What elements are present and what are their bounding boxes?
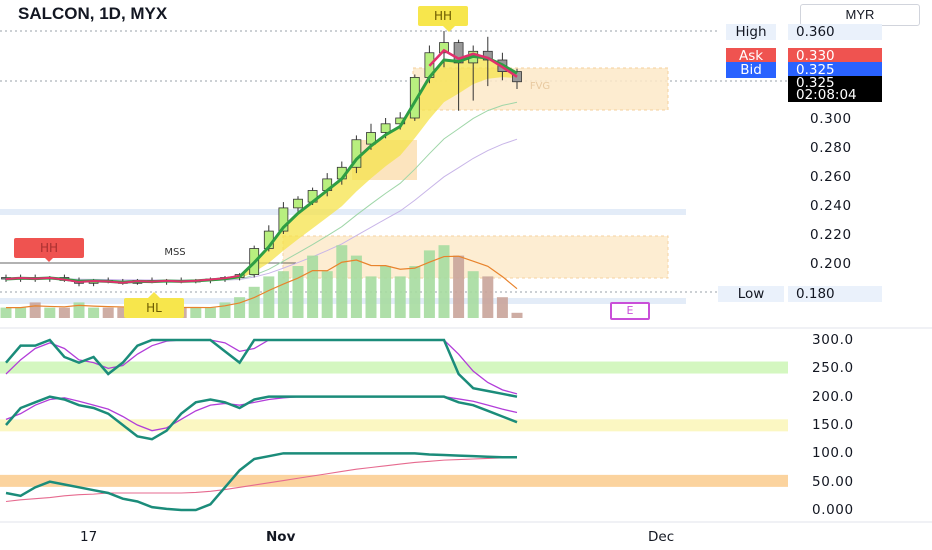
volume-bar: [29, 302, 41, 318]
volume-bar: [380, 266, 392, 318]
earnings-marker[interactable]: E: [610, 302, 650, 320]
y-tick-label: 0.260: [810, 169, 852, 185]
volume-ma-line: [6, 255, 518, 309]
y-tick-label: 0.280: [810, 140, 852, 156]
volume-bar: [15, 307, 27, 318]
volume-bar: [88, 307, 100, 318]
volume-bar: [365, 276, 377, 318]
ema-ribbon: [6, 56, 517, 283]
osc-band-orange: [0, 474, 788, 487]
candle-body: [278, 207, 289, 232]
osc-line-2: [5, 395, 518, 441]
x-tick-label: 17: [80, 529, 98, 545]
hl-label: HL: [124, 298, 184, 318]
y-tick-label: 0.220: [810, 227, 852, 243]
osc-band-green: [0, 361, 788, 374]
bar-countdown: 02:08:04: [788, 88, 882, 102]
volume-bar: [219, 302, 231, 318]
candle-body: [380, 123, 391, 133]
currency-selector[interactable]: MYR: [800, 4, 920, 26]
volume-bar: [438, 245, 450, 318]
candle-body: [409, 77, 420, 119]
pink-ma-line: [428, 48, 518, 78]
osc-y-tick: 0.000: [812, 502, 854, 518]
osc-band-yellow: [0, 419, 788, 432]
volume-bar: [234, 297, 246, 318]
volume-bar: [482, 276, 494, 318]
x-tick-label: Dec: [648, 529, 675, 545]
candle-body: [439, 42, 449, 54]
osc-y-tick: 300.0: [812, 332, 854, 348]
volume-bar: [307, 255, 319, 318]
osc-y-tick: 100.0: [812, 445, 854, 461]
low-label: Low: [718, 286, 784, 302]
x-tick-label: Nov: [266, 529, 296, 545]
hh-label-top: HH: [418, 6, 468, 26]
fvg-label: FVG: [529, 81, 551, 92]
high-value: 0.360: [788, 24, 882, 40]
bid-label: Bid: [726, 62, 776, 78]
volume-bar: [394, 276, 406, 318]
volume-bar: [248, 286, 260, 318]
volume-bar: [0, 307, 12, 318]
hl-pointer: [148, 292, 160, 298]
pink-ma-line-left: [5, 274, 240, 284]
symbol-title[interactable]: SALCON, 1D, MYX: [18, 4, 168, 23]
volume-bar: [204, 307, 216, 318]
volume-bar: [263, 276, 275, 318]
volume-bar: [277, 271, 289, 318]
mss-label: MSS: [164, 247, 186, 258]
volume-bar: [453, 255, 465, 318]
candle-body: [293, 198, 303, 209]
y-tick-label: 0.200: [810, 256, 852, 272]
osc-y-tick: 200.0: [812, 389, 854, 405]
osc-y-tick: 150.0: [812, 417, 854, 433]
ask-label: Ask: [726, 48, 776, 64]
high-label: High: [726, 24, 776, 40]
low-value: 0.180: [788, 286, 882, 302]
bid-value: 0.325: [788, 62, 882, 78]
volume-bar: [58, 307, 70, 318]
volume-bar: [190, 307, 202, 318]
osc-y-tick: 250.0: [812, 360, 854, 376]
y-tick-label: 0.240: [810, 198, 852, 214]
volume-bar: [511, 312, 523, 318]
volume-bar: [409, 266, 421, 318]
ma-long-2: [5, 138, 518, 281]
osc-line-3: [5, 452, 517, 512]
last-price: 0.325: [788, 76, 882, 90]
volume-bar: [44, 307, 56, 318]
hh-pointer: [443, 26, 455, 32]
volume-bar: [423, 250, 435, 318]
volume-bar: [292, 266, 304, 318]
volume-bar: [321, 271, 333, 318]
volume-bar: [73, 302, 85, 318]
support-band: [0, 209, 686, 215]
osc-y-tick: 50.00: [812, 474, 854, 490]
volume-bar: [467, 271, 479, 318]
volume-bar: [336, 245, 348, 318]
volume-bar: [102, 307, 114, 318]
y-tick-label: 0.300: [810, 111, 852, 127]
osc-line-3-signal: [5, 456, 518, 503]
hh-label-left: HH: [14, 238, 84, 258]
volume-bar: [117, 307, 129, 318]
osc-line-1: [5, 338, 518, 398]
volume-bar: [350, 255, 362, 318]
volume-bar: [496, 297, 508, 318]
ask-value: 0.330: [788, 48, 882, 64]
